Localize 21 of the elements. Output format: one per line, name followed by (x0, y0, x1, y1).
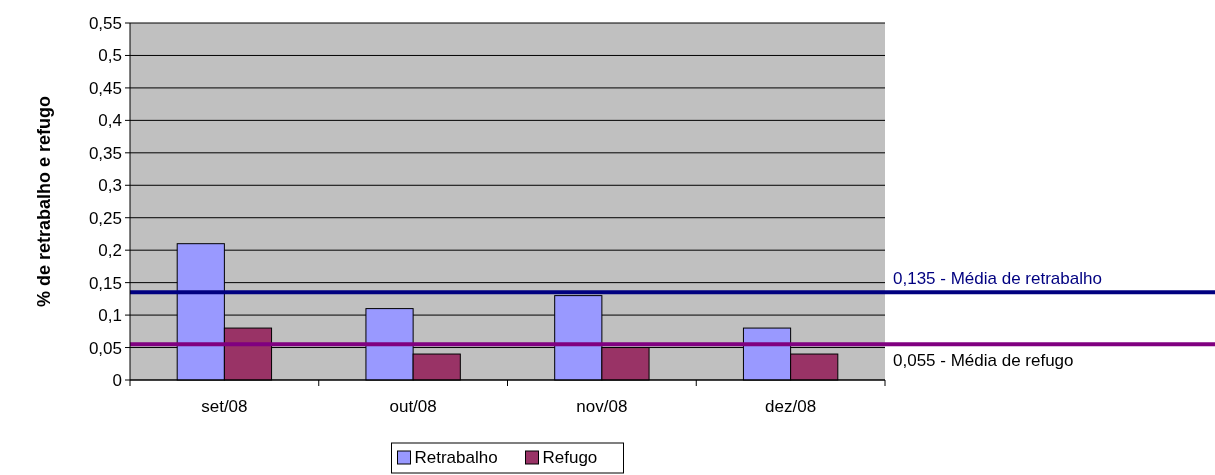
y-tick-label: 0,4 (98, 111, 122, 131)
x-tick-label: out/08 (389, 397, 437, 416)
x-tick-label: dez/08 (765, 397, 817, 416)
y-tick-label: 0 (112, 371, 122, 390)
x-tick-label: set/08 (201, 397, 248, 416)
y-tick-label: 0,35 (88, 143, 122, 163)
y-tick-label: 0,1 (98, 306, 122, 326)
y-tick-label: 0,2 (98, 241, 122, 261)
ref-line-label: 0,135 - Média de retrabalho (893, 269, 1102, 289)
y-tick-label: 0,15 (88, 273, 122, 293)
y-tick-label: 0,55 (88, 14, 122, 33)
y-axis-title: % de retrabalho e refugo (34, 95, 54, 308)
x-tick-label: nov/08 (576, 397, 628, 416)
y-tick-label: 0,5 (98, 46, 122, 66)
y-tick-label: 0,25 (88, 208, 122, 228)
y-tick-label: 0,05 (88, 338, 122, 358)
y-tick-label: 0,45 (88, 78, 122, 98)
y-tick-label: 0,3 (98, 176, 122, 196)
legend-label: Retrabalho (414, 448, 498, 467)
ref-line-label: 0,055 - Média de refugo (893, 351, 1074, 371)
legend-label: Refugo (542, 448, 598, 467)
